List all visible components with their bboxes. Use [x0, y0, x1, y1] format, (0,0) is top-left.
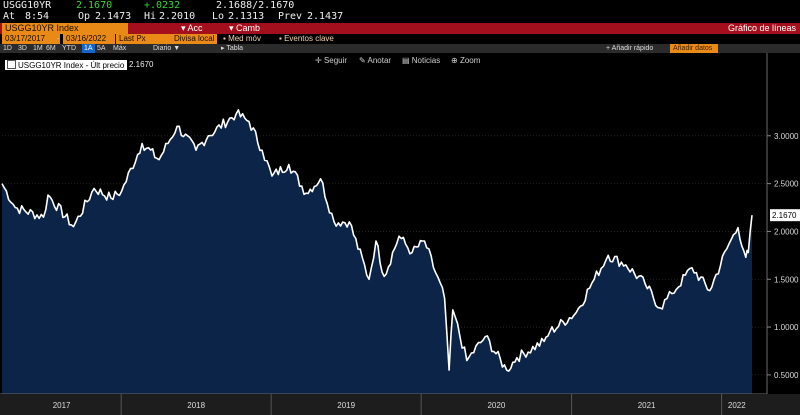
net-change: +.0232: [144, 0, 181, 11]
range-button-1m[interactable]: 1M: [33, 45, 43, 52]
period-label: Diario: [153, 45, 172, 52]
at-label: At: [3, 11, 16, 22]
events-toggle[interactable]: ▪ Eventos clave: [279, 34, 334, 44]
table-icon: ▸: [221, 45, 227, 52]
legend-label: USGG10YR Index - Últ precio: [18, 61, 125, 70]
y-tick-label: 2.5000: [774, 180, 799, 189]
range-button-3d[interactable]: 3D: [18, 45, 27, 52]
range-bar: 1D 3D 1M 6M YTD 1A 5A Máx Diario ▼ ▸ Tabla + Añ…: [0, 44, 800, 53]
security-bar: USGG10YR Index ▾ Acc ▾ Camb Gráfico de l…: [0, 23, 800, 34]
last-value-tag: 2.1670: [770, 209, 800, 222]
x-tick-label: 2018: [187, 401, 205, 410]
range-button-ytd[interactable]: YTD: [62, 45, 76, 52]
magnifier-icon: ⊕: [451, 56, 460, 65]
x-tick-label: 2021: [638, 401, 656, 410]
quote-line-2: At 8:54 Op 2.1473 Hi 2.2010 Lo 2.1313 Pr…: [0, 11, 800, 22]
y-tick-label: 0.5000: [774, 371, 799, 380]
range-button-1d[interactable]: 1D: [3, 45, 12, 52]
open-label: Op: [78, 11, 91, 22]
legend-value: 2.1670: [129, 60, 154, 69]
crosshair-icon: ✛: [315, 56, 324, 65]
quote-line-1: USGG10YR 2.1670 +.0232 2.1688/2.1670: [0, 0, 800, 11]
last-price: 2.1670: [76, 0, 113, 11]
add-quick-label: Añadir rápido: [611, 45, 654, 52]
end-date-field[interactable]: 03/16/2022: [63, 34, 115, 44]
y-tick-label: 1.0000: [774, 323, 799, 332]
news-label: Noticias: [411, 56, 441, 65]
y-tick-label: 2.0000: [774, 227, 799, 236]
x-tick-label: 2017: [53, 401, 71, 410]
x-tick-label: 2022: [728, 401, 746, 410]
y-axis: 0.5000 1.0000 1.5000 2.0000 2.5000 3.0000: [767, 132, 799, 380]
moving-average-label: Med móv: [228, 34, 261, 43]
field-bar: 03/17/2017 - 03/16/2022 Last Px Divisa l…: [0, 34, 800, 44]
prev-value: 2.1437: [307, 11, 344, 22]
checkbox-icon: ▪: [279, 34, 285, 43]
table-label: Tabla: [226, 45, 244, 52]
range-button-6m[interactable]: 6M: [46, 45, 56, 52]
acc-label: Acc: [187, 23, 203, 33]
range-button-máx[interactable]: Máx: [113, 45, 127, 52]
x-axis-band: [0, 394, 800, 415]
chevron-down-icon: ▼: [171, 45, 181, 52]
follow-button[interactable]: ✛ Seguir: [315, 56, 347, 65]
range-button-5a[interactable]: 5A: [97, 45, 106, 52]
last-value-box: [770, 209, 800, 222]
price-field[interactable]: Last Px: [116, 34, 172, 44]
start-date-field[interactable]: 03/17/2017: [2, 34, 60, 44]
low-label: Lo: [212, 11, 225, 22]
plus-icon: +: [606, 45, 612, 52]
chart-type-label[interactable]: Gráfico de líneas: [727, 23, 796, 33]
x-tick-label: 2020: [487, 401, 505, 410]
camb-dropdown-icon: ▾: [229, 23, 237, 33]
period-select[interactable]: Diario ▼: [153, 44, 180, 53]
yield-line: [1, 109, 753, 372]
news-button[interactable]: ▤ Noticias: [402, 56, 440, 65]
y-tick-label: 1.5000: [774, 275, 799, 284]
low-value: 2.1313: [228, 11, 265, 22]
table-button[interactable]: ▸ Tabla: [221, 44, 243, 53]
events-label: Eventos clave: [284, 34, 334, 43]
last-value-text: 2.1670: [772, 211, 797, 220]
add-quick-button[interactable]: + Añadir rápido: [606, 44, 653, 53]
checkbox-icon: ▪: [223, 34, 229, 43]
y-tick-label: 3.0000: [774, 132, 799, 141]
high-value: 2.2010: [159, 11, 196, 22]
high-label: Hi: [144, 11, 157, 22]
camb-label: Camb: [236, 23, 261, 33]
currency-field[interactable]: Divisa local: [171, 34, 217, 44]
acc-dropdown-icon: ▾: [181, 23, 188, 33]
follow-label: Seguir: [323, 56, 348, 65]
prev-label: Prev: [278, 11, 303, 22]
camb-button[interactable]: ▾ Camb: [229, 23, 260, 34]
annotate-button[interactable]: ✎ Anotar: [359, 56, 391, 65]
acc-button[interactable]: ▾ Acc: [181, 23, 203, 34]
x-tick-label: 2019: [337, 401, 355, 410]
price-chart[interactable]: 0.5000 1.0000 1.5000 2.0000 2.5000 3.0000 201…: [0, 53, 800, 415]
legend-item[interactable]: USGG10YR Index - Últ precio: [5, 60, 128, 70]
date-separator: -: [57, 34, 60, 43]
ticker-label[interactable]: USGG10YR: [3, 0, 52, 11]
add-data-field[interactable]: Añadir datos: [670, 44, 718, 53]
open-value: 2.1473: [95, 11, 132, 22]
time-value: 8:54: [25, 11, 50, 22]
zoom-button[interactable]: ⊕ Zoom: [451, 56, 480, 65]
x-axis: 2017 2018 2019 2020 2021 2022: [53, 394, 746, 415]
security-field[interactable]: USGG10YR Index: [2, 23, 128, 34]
news-icon: ▤: [402, 56, 412, 65]
zoom-label: Zoom: [459, 56, 481, 65]
moving-average-toggle[interactable]: ▪ Med móv: [223, 34, 261, 44]
annotate-label: Anotar: [367, 56, 392, 65]
range-button-1a[interactable]: 1A: [82, 44, 95, 53]
pencil-icon: ✎: [359, 56, 368, 65]
bid-ask: 2.1688/2.1670: [216, 0, 295, 11]
yield-area: [2, 109, 752, 395]
legend-checkbox[interactable]: [7, 60, 16, 69]
